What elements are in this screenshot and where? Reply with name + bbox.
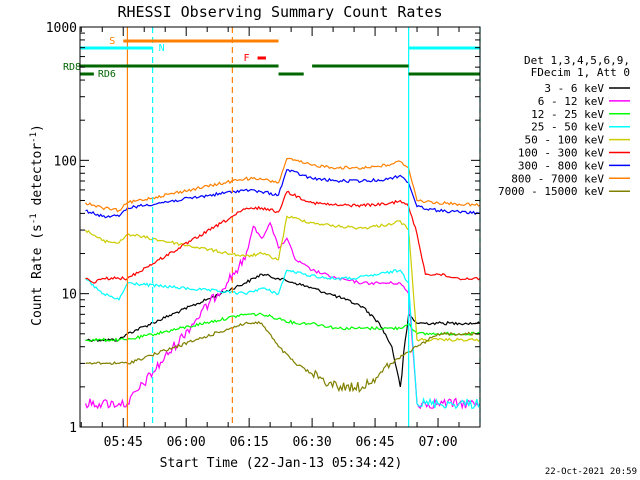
x-tick-label: 06:30 <box>293 435 332 450</box>
footer-timestamp: 22-Oct-2021 20:59 <box>545 467 637 477</box>
data-layer <box>84 157 481 410</box>
state-bar-label-f: F <box>244 53 250 64</box>
x-tick-label: 05:45 <box>104 435 143 450</box>
legend-label-8: 7000 - 15000 keV <box>498 185 604 198</box>
series-line-8 <box>85 320 481 393</box>
legend-label-2: 12 - 25 keV <box>531 108 604 121</box>
legend-label-0: 3 - 6 keV <box>544 82 604 95</box>
legend-label-5: 100 - 300 keV <box>518 147 604 160</box>
y-tick-label: 1 <box>69 421 77 436</box>
state-bar-label-s: S <box>109 36 115 47</box>
legend-label-7: 800 - 7000 keV <box>511 172 604 185</box>
axis-layer: 1 10 100 1000 05:45 06:00 06:15 06:30 06:45 07:00 <box>46 21 481 450</box>
series-line-4 <box>85 215 481 343</box>
x-tick-label: 07:00 <box>418 435 457 450</box>
x-tick-label: 06:00 <box>167 435 206 450</box>
state-bar-label-rd6: RD6 <box>98 69 116 80</box>
series-line-6 <box>85 169 481 219</box>
legend-header-line: FDecim 1, Att 0 <box>531 66 630 79</box>
legend-label-6: 300 - 800 keV <box>518 159 604 172</box>
legend-label-1: 6 - 12 keV <box>538 95 605 108</box>
x-tick-label: 06:15 <box>230 435 269 450</box>
legend-header-line: Det 1,3,4,5,6,9, <box>524 54 630 67</box>
state-bar-label-rd8: RD8 <box>63 62 81 73</box>
plot-frame <box>79 26 481 428</box>
legend-label-3: 25 - 50 keV <box>531 121 604 134</box>
legend: Det 1,3,4,5,6,9,FDecim 1, Att 0 3 - 6 keV… <box>498 54 630 198</box>
series-line-3 <box>85 269 481 410</box>
y-tick-label: 10 <box>61 288 77 303</box>
state-bar-label-n: N <box>159 43 165 54</box>
state-bar-layer: S N F RD8 RD6 <box>63 36 480 80</box>
y-axis-label: Count Rate (s-1 detector-1) <box>29 124 45 326</box>
chart-title: RHESSI Observing Summary Count Rates <box>117 3 442 21</box>
y-tick-label: 1000 <box>46 21 77 36</box>
legend-label-4: 50 - 100 keV <box>525 134 605 147</box>
x-axis-label: Start Time (22-Jan-13 05:34:42) <box>160 456 403 471</box>
series-line-7 <box>85 157 481 213</box>
y-tick-label: 100 <box>54 154 77 169</box>
series-line-5 <box>85 190 481 284</box>
x-tick-label: 06:45 <box>355 435 394 450</box>
